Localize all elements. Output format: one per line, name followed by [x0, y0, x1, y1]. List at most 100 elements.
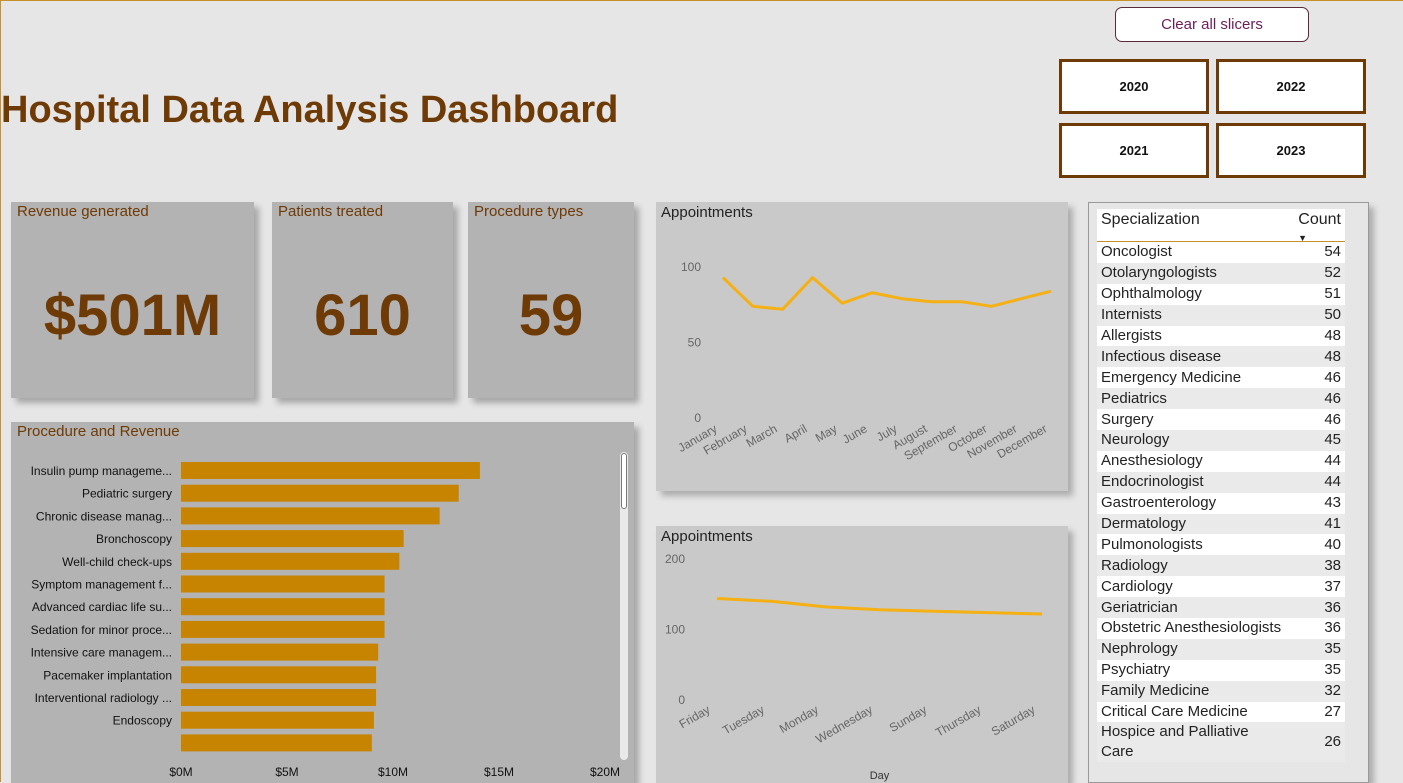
count-cell: 35 [1287, 659, 1345, 681]
table-row[interactable]: Radiology 38 [1097, 555, 1345, 577]
specialization-table: Specialization Count ▼ Oncologist 54 Otola… [1097, 209, 1345, 763]
specialization-cell: Allergists [1097, 325, 1287, 347]
table-row[interactable]: Obstetric Anesthesiologists 36 [1097, 618, 1345, 639]
bar[interactable] [181, 666, 377, 684]
specialization-cell: Geriatrician [1097, 597, 1287, 619]
category-label: Advanced cardiac life su... [32, 600, 172, 614]
table-row[interactable]: Otolaryngologists 52 [1097, 262, 1345, 284]
bar[interactable] [181, 598, 385, 616]
specialization-cell: Oncologist [1097, 241, 1287, 263]
chart-scrollbar[interactable] [620, 452, 628, 760]
table-row[interactable]: Pediatrics 46 [1097, 388, 1345, 410]
bar[interactable] [181, 530, 404, 548]
table-row[interactable]: Family Medicine 32 [1097, 680, 1345, 702]
bar[interactable] [181, 711, 374, 729]
bar[interactable] [181, 507, 440, 525]
count-cell: 38 [1287, 555, 1345, 577]
x-tick-label: April [782, 421, 810, 445]
bar[interactable] [181, 643, 379, 661]
table-row[interactable]: Oncologist 54 [1097, 241, 1345, 263]
specialization-cell: Endocrinologist [1097, 471, 1287, 493]
appointments-monthly-chart: Appointments [656, 202, 1068, 491]
count-cell: 32 [1287, 680, 1345, 702]
specialization-cell: Ophthalmology [1097, 283, 1287, 305]
specialization-cell: Hospice and Palliative Care [1097, 722, 1287, 763]
year-slicer-2022[interactable]: 2022 [1216, 59, 1366, 114]
count-cell: 40 [1287, 534, 1345, 556]
table-row[interactable]: Surgery 46 [1097, 409, 1345, 431]
year-slicer-2020[interactable]: 2020 [1059, 59, 1209, 114]
count-cell: 27 [1287, 701, 1345, 723]
kpi-card-revenue: Revenue generated $501M [11, 202, 254, 398]
table-row[interactable]: Dermatology 41 [1097, 513, 1345, 535]
x-tick-label: $15M [484, 765, 514, 779]
category-label: Interventional radiology ... [35, 691, 172, 705]
kpi-label: Procedure types [474, 203, 584, 220]
x-tick-label: $10M [378, 765, 408, 779]
year-slicer-2021[interactable]: 2021 [1059, 123, 1209, 178]
kpi-label: Patients treated [278, 203, 384, 220]
y-tick-label: 0 [694, 411, 701, 425]
clear-all-slicers-button[interactable]: Clear all slicers [1115, 7, 1309, 42]
column-header-specialization[interactable]: Specialization [1097, 209, 1287, 242]
y-tick-label: 100 [681, 260, 701, 274]
table-row[interactable]: Pulmonologists 40 [1097, 534, 1345, 556]
table-row[interactable]: Critical Care Medicine 27 [1097, 701, 1345, 723]
table-row[interactable]: Anesthesiology 44 [1097, 450, 1345, 472]
specialization-cell: Psychiatry [1097, 659, 1287, 681]
x-tick-label: Saturday [989, 702, 1038, 738]
table-row[interactable]: Cardiology 37 [1097, 576, 1345, 598]
x-tick-label: Thursday [933, 702, 983, 739]
table-row[interactable]: Ophthalmology 51 [1097, 283, 1345, 305]
specialization-cell: Infectious disease [1097, 346, 1287, 368]
bar[interactable] [181, 734, 372, 752]
bar[interactable] [181, 462, 480, 479]
column-header-count-label: Count [1298, 211, 1341, 228]
x-tick-label: March [744, 421, 780, 450]
series-line[interactable] [716, 597, 1043, 616]
table-row[interactable]: Gastroenterology 43 [1097, 492, 1345, 514]
y-tick-label: 0 [678, 693, 685, 707]
chart-scrollbar-thumb[interactable] [621, 453, 627, 509]
specialization-cell: Neurology [1097, 430, 1287, 451]
x-tick-label: May [813, 421, 840, 444]
bar[interactable] [181, 552, 400, 570]
year-slicer-2023[interactable]: 2023 [1216, 123, 1366, 178]
table-row[interactable]: Infectious disease 48 [1097, 346, 1345, 368]
x-axis-title: Day [870, 770, 890, 782]
table-row[interactable]: Internists 50 [1097, 304, 1345, 326]
series-line[interactable] [721, 276, 1052, 311]
bar[interactable] [181, 484, 459, 502]
table-row[interactable]: Nephrology 35 [1097, 638, 1345, 660]
table-row[interactable]: Psychiatry 35 [1097, 659, 1345, 681]
count-cell: 52 [1287, 262, 1345, 284]
count-cell: 46 [1287, 409, 1345, 431]
bar[interactable] [181, 575, 385, 593]
count-cell: 35 [1287, 638, 1345, 660]
column-header-count[interactable]: Count ▼ [1287, 209, 1345, 243]
table-row[interactable]: Geriatrician 36 [1097, 597, 1345, 619]
chart-title: Appointments [661, 528, 753, 545]
x-tick-label: $5M [275, 765, 298, 779]
bar[interactable] [181, 689, 377, 706]
table-row[interactable]: Allergists 48 [1097, 325, 1345, 347]
count-cell: 48 [1287, 346, 1345, 368]
bar[interactable] [181, 620, 385, 638]
count-cell: 48 [1287, 325, 1345, 347]
specialization-cell: Cardiology [1097, 576, 1287, 598]
table-row[interactable]: Hospice and Palliative Care 26 [1097, 722, 1345, 763]
specialization-cell: Emergency Medicine [1097, 367, 1287, 389]
x-tick-label: Tuesday [720, 702, 766, 737]
specialization-cell: Otolaryngologists [1097, 262, 1287, 284]
specialization-table-panel: Specialization Count ▼ Oncologist 54 Otola… [1088, 202, 1369, 783]
count-cell: 46 [1287, 367, 1345, 389]
table-row[interactable]: Neurology 45 [1097, 430, 1345, 451]
procedure-revenue-plot: Insulin pump manageme... Pediatric surger… [31, 462, 620, 779]
x-tick-label: $20M [590, 765, 620, 779]
table-row[interactable]: Endocrinologist 44 [1097, 471, 1345, 493]
category-label: Endoscopy [113, 714, 172, 728]
category-label: Sedation for minor proce... [31, 623, 172, 637]
table-row[interactable]: Emergency Medicine 46 [1097, 367, 1345, 389]
count-cell: 44 [1287, 450, 1345, 472]
